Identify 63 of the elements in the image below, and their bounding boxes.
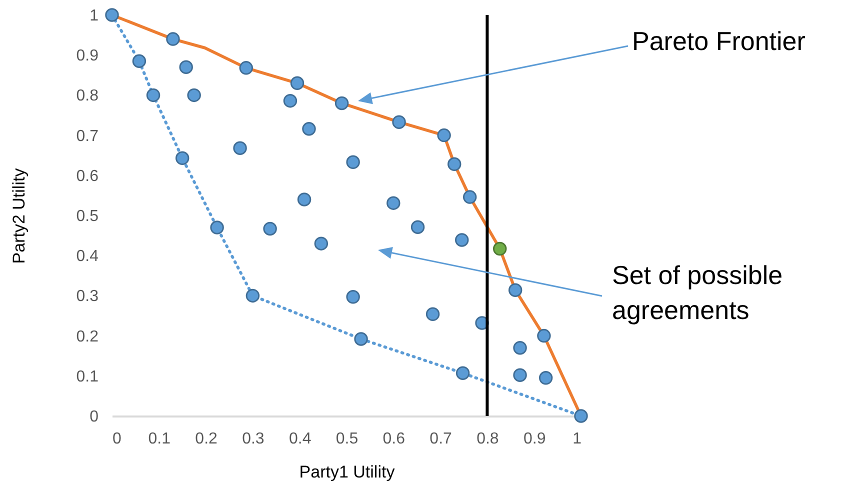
x-tick-label: 0.4: [288, 430, 312, 448]
point: [166, 32, 180, 46]
point: [437, 128, 451, 142]
x-tick-label: 0.7: [430, 430, 452, 448]
x-tick-label: 0.2: [195, 430, 218, 448]
point: [302, 122, 316, 136]
x-tick-label: 0.9: [523, 430, 546, 448]
point: [462, 190, 477, 204]
y-tick-label: 0.5: [76, 208, 99, 225]
point: [314, 236, 328, 250]
x-tick-label: 1: [572, 430, 582, 448]
point: [210, 220, 224, 234]
point: [187, 88, 201, 102]
point: [146, 88, 160, 102]
point: [346, 290, 360, 304]
x-tick-label: 0: [112, 430, 122, 448]
point: [334, 96, 349, 110]
point: [354, 332, 368, 346]
point: [574, 409, 588, 423]
x-axis-title: Party1 Utility: [299, 462, 396, 482]
y-tick-label: 0: [90, 408, 99, 426]
point: [492, 242, 507, 256]
point: [386, 196, 400, 210]
point: [455, 233, 469, 247]
y-tick-label: 0.9: [76, 48, 99, 65]
point: [513, 340, 527, 355]
point: [233, 141, 247, 155]
y-tick-label: 0.4: [76, 248, 99, 266]
x-tick-label: 0.6: [382, 430, 406, 448]
point: [175, 151, 190, 166]
point: [513, 368, 527, 382]
point: [290, 76, 304, 90]
point: [346, 155, 360, 170]
y-tick-label: 0.1: [76, 368, 99, 386]
point: [410, 220, 425, 234]
point: [508, 283, 522, 297]
point: [132, 54, 146, 68]
text: Pareto Frontier: [632, 25, 806, 58]
y-tick-label: 0.8: [76, 88, 99, 105]
y-tick-label: 0.6: [76, 168, 99, 185]
point: [297, 192, 312, 206]
point: [456, 366, 470, 380]
point: [179, 60, 193, 74]
point: [426, 307, 440, 322]
point: [105, 8, 119, 22]
x-tick-label: 0.5: [336, 430, 358, 448]
point: [239, 61, 254, 75]
point: [246, 288, 260, 303]
point: [537, 328, 551, 343]
point: [392, 115, 406, 129]
y-tick-label: 1: [90, 8, 99, 24]
x-tick-label: 0.8: [476, 430, 499, 448]
text: Set of possible agreements: [612, 259, 784, 328]
y-tick-label: 0.2: [76, 328, 99, 346]
point: [263, 222, 277, 236]
point: [283, 94, 298, 108]
x-tick-label: 0.1: [148, 430, 171, 448]
point: [538, 371, 553, 385]
y-tick-label: 0.7: [76, 128, 99, 145]
y-tick-label: 0.3: [76, 288, 99, 306]
point: [447, 157, 462, 172]
y-axis-title: Party2 Utility: [9, 168, 28, 264]
x-tick-label: 0.3: [242, 430, 264, 448]
